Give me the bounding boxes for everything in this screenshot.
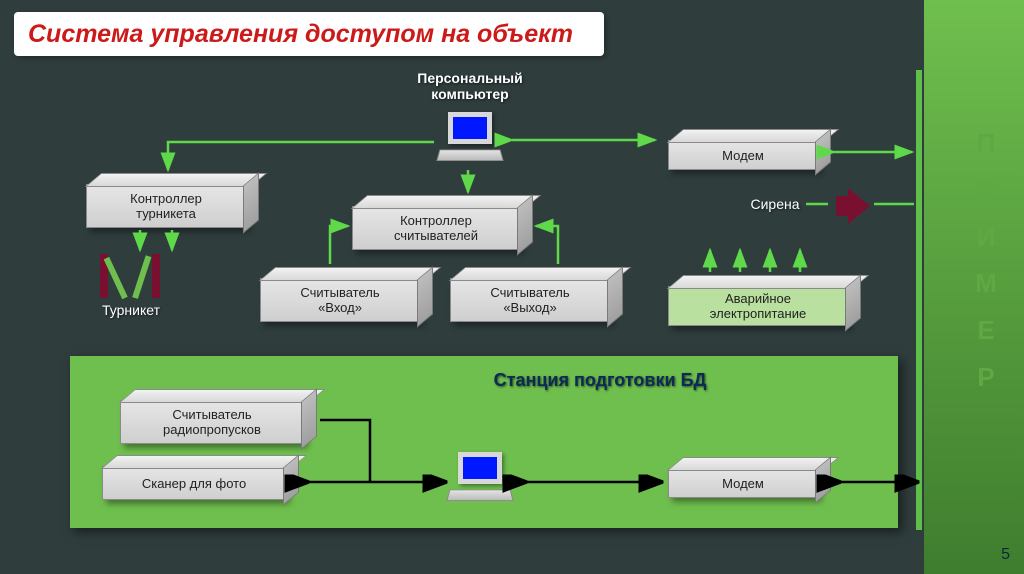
pc-icon: [438, 112, 502, 168]
node-controller-turnstile: Контроллертурникета: [86, 184, 246, 228]
side-label-example: ПРИМЕР: [974, 120, 1004, 401]
heading-db-station: Станция подготовки БД: [450, 370, 750, 391]
label-turnstile: Турникет: [86, 302, 176, 318]
node-modem-top: Модем: [668, 140, 818, 170]
node-emergency-power: Аварийноеэлектропитание: [668, 286, 848, 326]
slide-title-bar: Система управления доступом на объект: [14, 12, 604, 56]
comm-bus-bar: [916, 70, 922, 530]
node-reader-in: Считыватель«Вход»: [260, 278, 420, 322]
node-reader-out: Считыватель«Выход»: [450, 278, 610, 322]
turnstile-icon: [100, 254, 170, 304]
siren-icon: [830, 186, 870, 226]
page-number: 5: [1001, 546, 1010, 564]
spec-sw-pc-icon: [448, 452, 512, 508]
label-pc: Персональныйкомпьютер: [370, 70, 570, 102]
node-scanner: Сканер для фото: [102, 466, 286, 500]
node-modem-bottom: Модем: [668, 468, 818, 498]
slide-title: Система управления доступом на объект: [28, 20, 573, 49]
node-reader-radio: Считывательрадиопропусков: [120, 400, 304, 444]
label-siren: Сирена: [740, 196, 810, 212]
node-controller-readers: Контроллерсчитывателей: [352, 206, 520, 250]
